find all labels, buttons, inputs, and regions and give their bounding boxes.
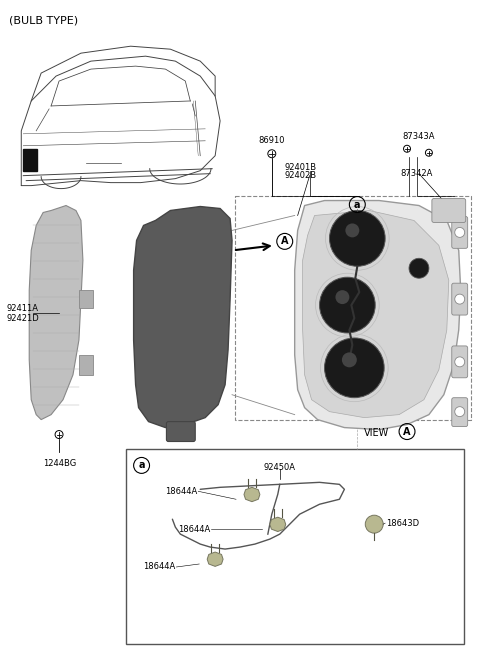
Polygon shape xyxy=(270,517,286,531)
Circle shape xyxy=(336,290,349,304)
Text: 92401B: 92401B xyxy=(285,163,317,172)
Circle shape xyxy=(329,211,385,266)
Polygon shape xyxy=(133,207,232,428)
Circle shape xyxy=(320,277,375,333)
Circle shape xyxy=(455,407,465,417)
FancyBboxPatch shape xyxy=(432,199,466,222)
FancyBboxPatch shape xyxy=(452,398,468,426)
Text: 18644A: 18644A xyxy=(143,562,175,571)
Polygon shape xyxy=(302,211,449,418)
FancyBboxPatch shape xyxy=(79,355,93,375)
FancyBboxPatch shape xyxy=(23,149,37,171)
Text: 87343A: 87343A xyxy=(403,132,435,141)
Circle shape xyxy=(409,258,429,278)
Polygon shape xyxy=(244,487,260,502)
Circle shape xyxy=(404,145,410,152)
Text: VIEW: VIEW xyxy=(364,428,389,438)
Circle shape xyxy=(346,224,360,237)
Text: 1244BG: 1244BG xyxy=(43,459,76,468)
Text: 92450A: 92450A xyxy=(264,463,296,472)
FancyBboxPatch shape xyxy=(79,290,93,308)
Text: 18644A: 18644A xyxy=(165,487,197,496)
FancyBboxPatch shape xyxy=(126,449,464,644)
Text: 92402B: 92402B xyxy=(285,171,317,180)
Circle shape xyxy=(55,430,63,438)
Circle shape xyxy=(425,150,432,156)
Text: A: A xyxy=(403,426,411,436)
Polygon shape xyxy=(29,205,83,420)
Text: 92411A: 92411A xyxy=(6,304,38,313)
Circle shape xyxy=(455,228,465,237)
Text: 86910: 86910 xyxy=(259,136,285,145)
Polygon shape xyxy=(295,201,461,430)
Text: 87342A: 87342A xyxy=(401,169,433,178)
Circle shape xyxy=(455,357,465,367)
Text: (BULB TYPE): (BULB TYPE) xyxy=(9,15,78,26)
Text: a: a xyxy=(138,461,145,470)
FancyBboxPatch shape xyxy=(452,346,468,378)
Text: a: a xyxy=(354,199,360,209)
Text: 18643D: 18643D xyxy=(386,519,419,527)
Text: 92421D: 92421D xyxy=(6,314,39,323)
FancyBboxPatch shape xyxy=(452,216,468,249)
FancyBboxPatch shape xyxy=(235,195,471,420)
Circle shape xyxy=(268,150,276,157)
Circle shape xyxy=(455,294,465,304)
Circle shape xyxy=(324,338,384,398)
Circle shape xyxy=(342,352,357,367)
Text: A: A xyxy=(281,236,288,247)
Polygon shape xyxy=(207,552,223,566)
Text: 18644A: 18644A xyxy=(178,525,210,533)
FancyBboxPatch shape xyxy=(452,283,468,315)
FancyBboxPatch shape xyxy=(167,422,195,441)
Circle shape xyxy=(365,515,383,533)
